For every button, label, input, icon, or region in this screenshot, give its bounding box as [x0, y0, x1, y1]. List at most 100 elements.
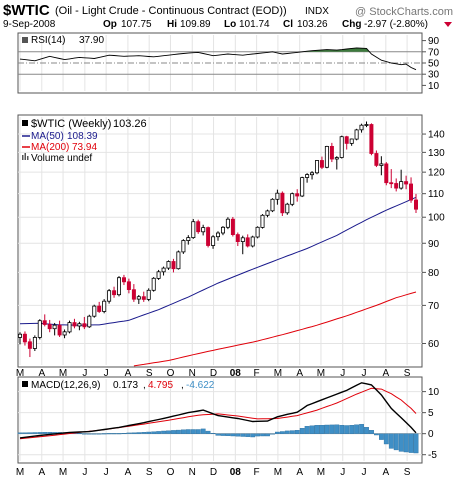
- low-label: Lo: [224, 19, 236, 30]
- ma200-line: [133, 291, 417, 367]
- candle: [176, 250, 181, 270]
- macd-histogram-bar: [180, 429, 186, 434]
- macd-histogram-bar: [235, 433, 241, 437]
- x-tick-label: M: [16, 368, 24, 379]
- macd-histogram-bar: [166, 430, 171, 434]
- candle: [32, 335, 37, 352]
- candle: [295, 189, 300, 202]
- macd-tick-label: -5: [428, 450, 437, 461]
- candle: [151, 277, 156, 292]
- ma50-legend-value: 108.39: [67, 131, 98, 142]
- macd-histogram-bar: [304, 426, 310, 434]
- candle: [42, 314, 47, 327]
- x-tick-label: A: [125, 368, 132, 379]
- price-legend-label: $WTIC (Weekly): [31, 118, 111, 130]
- x-tick-label: J: [362, 467, 367, 478]
- x-tick-label: A: [382, 467, 389, 478]
- candle: [270, 198, 275, 213]
- price-tick-label: 80: [428, 268, 440, 279]
- x-tick-label: A: [296, 467, 303, 478]
- macd-histogram-bar: [96, 433, 102, 435]
- macd-histogram-bar: [230, 433, 236, 437]
- candle: [389, 169, 394, 189]
- x-tick-label: A: [38, 368, 45, 379]
- macd-histogram-bar: [284, 430, 290, 434]
- macd-histogram-bar: [388, 433, 394, 449]
- candle: [265, 209, 270, 218]
- candle: [314, 160, 319, 175]
- macd-histogram-bar: [220, 433, 226, 436]
- macd-histogram-bar: [398, 433, 404, 452]
- candle: [399, 169, 404, 190]
- x-tick-label: J: [340, 467, 345, 478]
- rsi-tick-label: 50: [428, 59, 440, 70]
- macd-histogram-bar: [190, 429, 196, 434]
- macd-histogram-bar: [309, 425, 315, 434]
- x-tick-label: M: [274, 467, 282, 478]
- open-label: Op: [103, 19, 117, 30]
- macd-histogram-bar: [255, 433, 260, 437]
- ma200-legend-label: MA(200): [31, 142, 69, 153]
- macd-histogram-bar: [270, 433, 275, 435]
- macd-tick-label: 5: [428, 408, 434, 419]
- x-tick-label: D: [210, 368, 217, 379]
- candle: [126, 278, 131, 294]
- macd-histogram-bar: [101, 433, 107, 435]
- macd-tick-label: 10: [428, 387, 440, 398]
- macd-legend-separator-2: ,: [181, 380, 184, 391]
- price-tick-label: 120: [428, 168, 445, 179]
- candle: [408, 177, 413, 203]
- macd-histogram-bar: [319, 425, 325, 434]
- candle: [141, 291, 146, 302]
- price-tick-label: 140: [428, 130, 445, 141]
- macd-histogram-bar: [151, 431, 157, 434]
- macd-histogram-bar: [141, 432, 147, 434]
- candle: [146, 288, 151, 302]
- x-axis-labels: M M A A M M J J J J A A S S O O N N D D 08 08 F F M M A A M M J J J J A A S S: [16, 368, 411, 478]
- candle: [117, 276, 122, 297]
- price-tick-label: 100: [428, 213, 445, 224]
- macd-histogram-bar: [383, 433, 389, 445]
- x-tick-label: A: [382, 368, 389, 379]
- macd-tick-label: 0: [428, 429, 434, 440]
- candle: [339, 135, 344, 159]
- macd-histogram-bar: [403, 433, 409, 453]
- x-tick-label: F: [254, 368, 260, 379]
- candle: [230, 216, 235, 237]
- candle: [260, 214, 265, 229]
- x-tick-label: D: [210, 467, 217, 478]
- x-tick-label: J: [82, 467, 87, 478]
- candle: [87, 314, 92, 328]
- macd-histogram-bar: [314, 425, 320, 434]
- x-tick-label: J: [104, 467, 109, 478]
- macd-histogram-bar: [42, 432, 48, 434]
- x-tick-label: J: [82, 368, 87, 379]
- x-tick-label: O: [167, 467, 175, 478]
- candle: [379, 156, 384, 176]
- macd-histogram-bar: [81, 433, 87, 435]
- macd-legend-macd: 0.173: [113, 380, 138, 391]
- candle: [305, 173, 310, 183]
- candle: [354, 128, 359, 141]
- macd-histogram-bar: [324, 424, 330, 434]
- x-tick-label: M: [317, 467, 325, 478]
- exchange-label: INDX: [305, 6, 329, 17]
- macd-histogram-bar: [339, 425, 345, 434]
- candle: [72, 318, 77, 329]
- candle: [349, 138, 354, 146]
- symbol-title: $WTIC: [3, 2, 50, 19]
- rsi-tick-label: 70: [428, 47, 440, 58]
- candle: [47, 319, 52, 333]
- candle: [250, 235, 255, 248]
- price-tick-label: 110: [428, 189, 444, 200]
- candle: [369, 123, 374, 156]
- macd-histogram-bar: [334, 424, 340, 434]
- down-arrow-icon: [444, 22, 452, 27]
- change-label: Chg: [342, 19, 361, 30]
- close-label: Cl: [283, 19, 293, 30]
- candle: [62, 329, 67, 339]
- macd-histogram-bar: [76, 433, 82, 435]
- macd-histogram-bar: [185, 429, 191, 434]
- macd-histogram-bar: [200, 428, 206, 434]
- macd-histogram-bar: [37, 432, 43, 434]
